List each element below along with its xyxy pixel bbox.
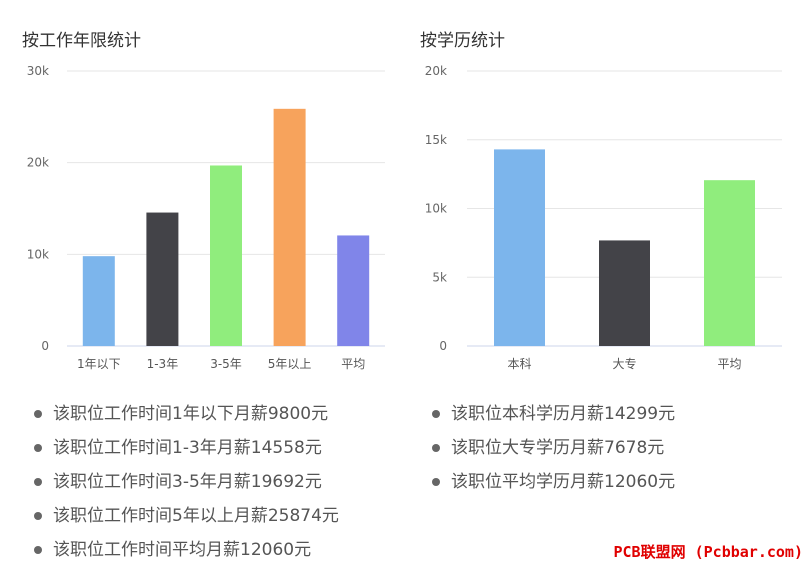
y-tick-label: 10k — [425, 202, 447, 216]
summary-text: 该职位工作时间1年以下月薪9800元 — [53, 404, 329, 424]
bullet-icon — [34, 478, 42, 486]
summary-item: 该职位工作时间3-5年月薪19692元 — [34, 465, 339, 499]
bar — [704, 180, 755, 346]
experience-summary-list: 该职位工作时间1年以下月薪9800元 该职位工作时间1-3年月薪14558元 该职位… — [34, 397, 339, 567]
bullet-icon — [432, 444, 440, 452]
y-tick-label: 0 — [439, 339, 447, 353]
y-tick-label: 0 — [41, 339, 49, 353]
bar — [82, 256, 115, 346]
experience-chart-title: 按工作年限统计 — [22, 31, 141, 51]
y-tick-label: 20k — [425, 64, 447, 78]
summary-item: 该职位平均学历月薪12060元 — [432, 465, 675, 499]
summary-text: 该职位工作时间平均月薪12060元 — [53, 540, 312, 560]
x-tick-label: 3-5年 — [210, 357, 242, 371]
x-tick-label: 1年以下 — [77, 357, 121, 371]
bullet-icon — [34, 512, 42, 520]
education-chart-title: 按学历统计 — [420, 31, 505, 51]
bar — [494, 149, 545, 346]
summary-text: 该职位工作时间5年以上月薪25874元 — [53, 506, 339, 526]
y-tick-label: 10k — [27, 247, 49, 261]
summary-item: 该职位工作时间平均月薪12060元 — [34, 533, 339, 567]
summary-item: 该职位工作时间1-3年月薪14558元 — [34, 431, 339, 465]
watermark: PCB联盟网 (Pcbbar.com) — [613, 543, 804, 561]
education-salary-chart: 0 5k 10k 15k 20k 本科 大专 平均 — [425, 64, 782, 371]
summary-text: 该职位大专学历月薪7678元 — [451, 438, 665, 458]
x-tick-label: 大专 — [612, 356, 636, 371]
y-tick-label: 30k — [27, 64, 49, 78]
summary-item: 该职位工作时间5年以上月薪25874元 — [34, 499, 339, 533]
x-tick-label: 本科 — [507, 357, 531, 371]
bar — [599, 240, 650, 346]
x-tick-label: 1-3年 — [147, 357, 179, 371]
summary-text: 该职位工作时间3-5年月薪19692元 — [53, 472, 322, 492]
y-tick-label: 15k — [425, 133, 447, 147]
x-tick-label: 平均 — [717, 357, 741, 371]
bar — [210, 165, 242, 346]
summary-item: 该职位工作时间1年以下月薪9800元 — [34, 397, 339, 431]
bullet-icon — [34, 546, 42, 554]
bullet-icon — [34, 410, 42, 418]
bullet-icon — [432, 410, 440, 418]
summary-item: 该职位本科学历月薪14299元 — [432, 397, 675, 431]
y-tick-label: 5k — [432, 270, 447, 284]
education-summary-list: 该职位本科学历月薪14299元 该职位大专学历月薪7678元 该职位平均学历月薪12… — [432, 397, 675, 499]
bar — [146, 212, 179, 346]
bullet-icon — [432, 478, 440, 486]
bar — [337, 235, 370, 346]
bar — [273, 108, 306, 347]
summary-text: 该职位本科学历月薪14299元 — [451, 404, 676, 424]
bullet-icon — [34, 444, 42, 452]
experience-salary-chart: 0 10k 20k 30k 1年以下 1-3年 3-5年 5年以上 平均 — [27, 64, 385, 371]
summary-text: 该职位工作时间1-3年月薪14558元 — [53, 438, 322, 458]
summary-text: 该职位平均学历月薪12060元 — [451, 472, 676, 492]
y-tick-label: 20k — [27, 156, 49, 170]
x-tick-label: 5年以上 — [268, 357, 312, 371]
x-tick-label: 平均 — [341, 357, 365, 371]
summary-item: 该职位大专学历月薪7678元 — [432, 431, 675, 465]
